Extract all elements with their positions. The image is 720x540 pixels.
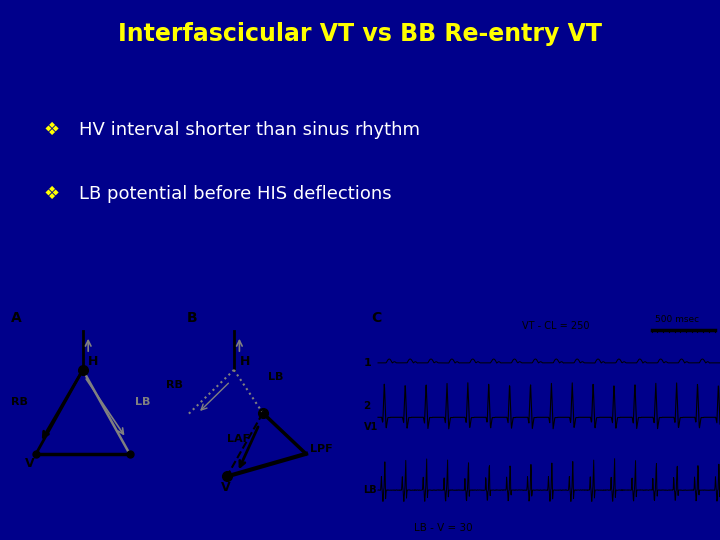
Text: LB: LB (364, 485, 377, 495)
Text: LAF: LAF (227, 435, 250, 444)
Text: C: C (371, 311, 381, 325)
Text: 1: 1 (364, 358, 372, 368)
Text: LB: LB (135, 397, 150, 407)
Text: Interfascicular VT vs BB Re-entry VT: Interfascicular VT vs BB Re-entry VT (118, 22, 602, 45)
Text: LB potential before HIS deflections: LB potential before HIS deflections (79, 185, 392, 204)
Text: LB: LB (268, 372, 284, 382)
Text: HV interval shorter than sinus rhythm: HV interval shorter than sinus rhythm (79, 120, 420, 139)
Text: V: V (25, 457, 35, 470)
Text: RB: RB (11, 397, 27, 407)
Text: H: H (88, 355, 99, 368)
Text: 2: 2 (364, 401, 371, 411)
Text: B: B (187, 311, 198, 325)
Text: LB - V = 30: LB - V = 30 (414, 523, 472, 533)
Text: A: A (11, 311, 22, 325)
Text: 500 msec: 500 msec (655, 315, 699, 325)
Text: ❖: ❖ (43, 185, 59, 204)
Text: RB: RB (166, 380, 182, 390)
Text: V: V (222, 481, 231, 494)
Text: ❖: ❖ (43, 120, 59, 139)
Text: H: H (239, 355, 250, 368)
Text: V1: V1 (364, 422, 378, 431)
Text: VT - CL = 250: VT - CL = 250 (522, 321, 590, 331)
Text: LPF: LPF (310, 443, 332, 454)
